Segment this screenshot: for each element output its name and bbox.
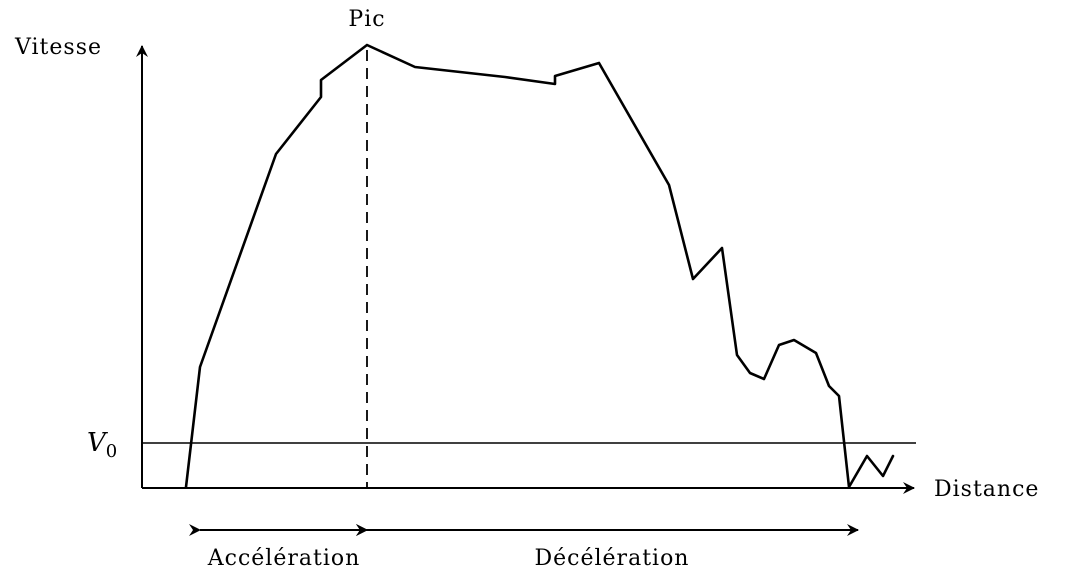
x-axis-label: Distance [934, 477, 1039, 502]
series-line [184, 43, 895, 489]
peak-label: Pic [348, 7, 385, 32]
acceleration-label: Accélération [207, 546, 361, 571]
deceleration-label: Décélération [535, 546, 690, 571]
v0-label-main: V [87, 428, 108, 458]
v0-label-subscript: 0 [106, 441, 117, 462]
y-axis-label: Vitesse [14, 35, 102, 60]
v0-label: V0 [87, 428, 117, 462]
